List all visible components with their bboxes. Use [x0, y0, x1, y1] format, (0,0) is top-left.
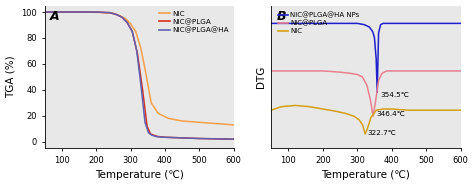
Text: 322.7℃: 322.7℃ [367, 130, 396, 136]
Text: 346.4℃: 346.4℃ [376, 111, 405, 117]
X-axis label: Temperature (℃): Temperature (℃) [95, 170, 183, 180]
X-axis label: Temperature (℃): Temperature (℃) [321, 170, 410, 180]
Text: B: B [277, 10, 286, 23]
Text: A: A [50, 10, 60, 23]
Text: 354.5℃: 354.5℃ [381, 92, 410, 98]
Y-axis label: DTG: DTG [255, 66, 265, 88]
Legend: NIC@PLGA@HA NPs, NIC@PLGA, NIC: NIC@PLGA@HA NPs, NIC@PLGA, NIC [276, 10, 361, 36]
Legend: NIC, NIC@PLGA, NIC@PLGA@HA: NIC, NIC@PLGA, NIC@PLGA@HA [158, 9, 230, 35]
Y-axis label: TGA (%): TGA (%) [6, 56, 16, 98]
